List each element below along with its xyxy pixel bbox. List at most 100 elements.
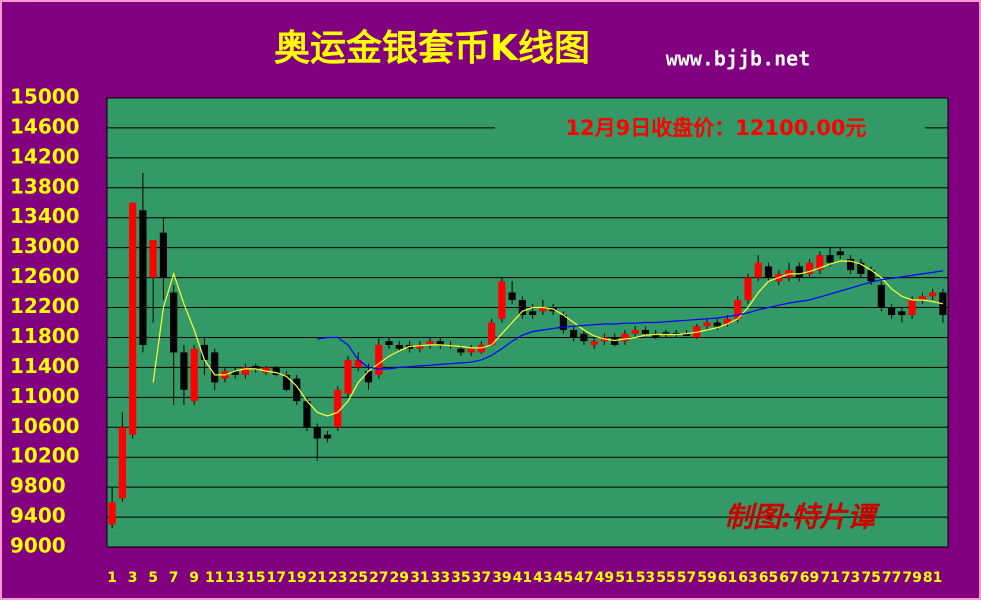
x-tick-label: 31	[410, 570, 429, 586]
x-tick-label: 61	[718, 570, 737, 586]
x-tick-label: 19	[287, 570, 306, 586]
x-tick-label: 65	[759, 570, 778, 586]
candle-body	[426, 341, 434, 345]
candle-body	[508, 292, 516, 301]
x-tick-label: 59	[697, 570, 716, 586]
y-tick-label: 15000	[10, 85, 80, 109]
candle-body	[805, 262, 814, 274]
annotation: 12月9日收盘价：12100.00元	[565, 116, 866, 140]
candle-body	[611, 337, 619, 345]
x-tick-label: 55	[656, 570, 675, 586]
candle-body	[621, 333, 629, 342]
candle-body	[662, 332, 670, 334]
candle-body	[888, 307, 896, 316]
candle-body	[129, 202, 137, 435]
candle-body	[734, 300, 742, 319]
candle-body	[580, 333, 588, 342]
candle-body	[159, 232, 167, 278]
x-tick-label: 13	[225, 570, 244, 586]
x-tick-label: 15	[246, 570, 265, 586]
x-tick-label: 27	[369, 570, 388, 586]
candle-body	[241, 367, 250, 375]
x-tick-label: 49	[595, 570, 614, 586]
candle-body	[488, 322, 496, 345]
candle-body	[929, 292, 937, 297]
x-tick-label: 41	[513, 570, 532, 586]
candle-body	[836, 251, 844, 256]
x-tick-label: 29	[390, 570, 409, 586]
candle-body	[467, 348, 475, 353]
x-tick-label: 63	[738, 570, 757, 586]
x-tick-label: 9	[189, 570, 199, 586]
moving-average-line	[152, 260, 944, 417]
candle-body	[672, 332, 680, 335]
candle-body	[652, 333, 660, 338]
candle-body	[436, 341, 444, 345]
candle-body	[416, 344, 424, 349]
candle-body	[631, 329, 639, 334]
candle-body	[364, 371, 373, 383]
candle-body	[539, 307, 547, 312]
x-tick-label: 21	[308, 570, 327, 586]
y-tick-label: 14200	[10, 144, 80, 168]
x-tick-label: 39	[492, 570, 511, 586]
candle-body	[764, 266, 773, 278]
y-tick-label: 11000	[10, 384, 80, 408]
x-tick-label: 5	[148, 570, 158, 586]
x-tick-label: 1	[107, 570, 117, 586]
candle-body	[354, 359, 362, 368]
candle-body	[395, 344, 403, 349]
x-tick-label: 71	[820, 570, 839, 586]
candle-body	[867, 270, 875, 282]
candle-body	[334, 389, 342, 428]
x-tick-label: 75	[861, 570, 880, 586]
x-tick-label: 17	[266, 570, 285, 586]
y-tick-label: 9800	[10, 474, 66, 498]
y-tick-label: 9400	[10, 504, 66, 528]
x-tick-label: 11	[205, 570, 224, 586]
candle-body	[282, 374, 291, 390]
candle-body	[713, 322, 721, 327]
x-tick-label: 73	[841, 570, 860, 586]
candle-body	[559, 315, 567, 330]
candle-body	[323, 434, 332, 439]
candle-body	[754, 262, 762, 278]
chart-title: 奥运金银套币K线图	[274, 27, 590, 69]
y-tick-label: 13400	[10, 204, 80, 228]
candle-body	[590, 341, 598, 345]
candle-body	[118, 427, 126, 499]
y-tick-label: 9000	[10, 534, 66, 558]
y-tick-label: 12600	[10, 264, 80, 288]
x-tick-label: 77	[882, 570, 901, 586]
y-tick-label: 10200	[10, 444, 80, 468]
candle-body	[877, 285, 885, 308]
y-tick-label: 13000	[10, 234, 80, 258]
candle-body	[898, 311, 906, 316]
x-tick-label: 57	[677, 570, 696, 586]
candle-body	[108, 502, 116, 525]
x-tick-label: 53	[636, 570, 655, 586]
candle-body	[200, 344, 209, 360]
candle-body	[344, 359, 352, 394]
candle-body	[272, 367, 280, 375]
y-tick-label: 12200	[10, 294, 80, 318]
candle-body	[846, 258, 855, 271]
y-tick-label: 13800	[10, 174, 80, 198]
credit: 制图:特片谭	[725, 501, 881, 534]
candle-body	[457, 348, 465, 353]
x-tick-label: 7	[169, 570, 179, 586]
x-tick-label: 67	[779, 570, 798, 586]
x-tick-label: 35	[451, 570, 470, 586]
candle-body	[703, 322, 711, 327]
candle-body	[857, 262, 865, 274]
candle-body	[682, 333, 691, 336]
candle-body	[139, 210, 147, 345]
candle-body	[529, 311, 537, 316]
y-tick-label: 11800	[10, 324, 80, 348]
candle-body	[744, 277, 752, 301]
candle-body	[641, 329, 650, 334]
candle-body	[826, 255, 834, 263]
candle-body	[918, 296, 926, 301]
x-tick-label: 79	[902, 570, 921, 586]
